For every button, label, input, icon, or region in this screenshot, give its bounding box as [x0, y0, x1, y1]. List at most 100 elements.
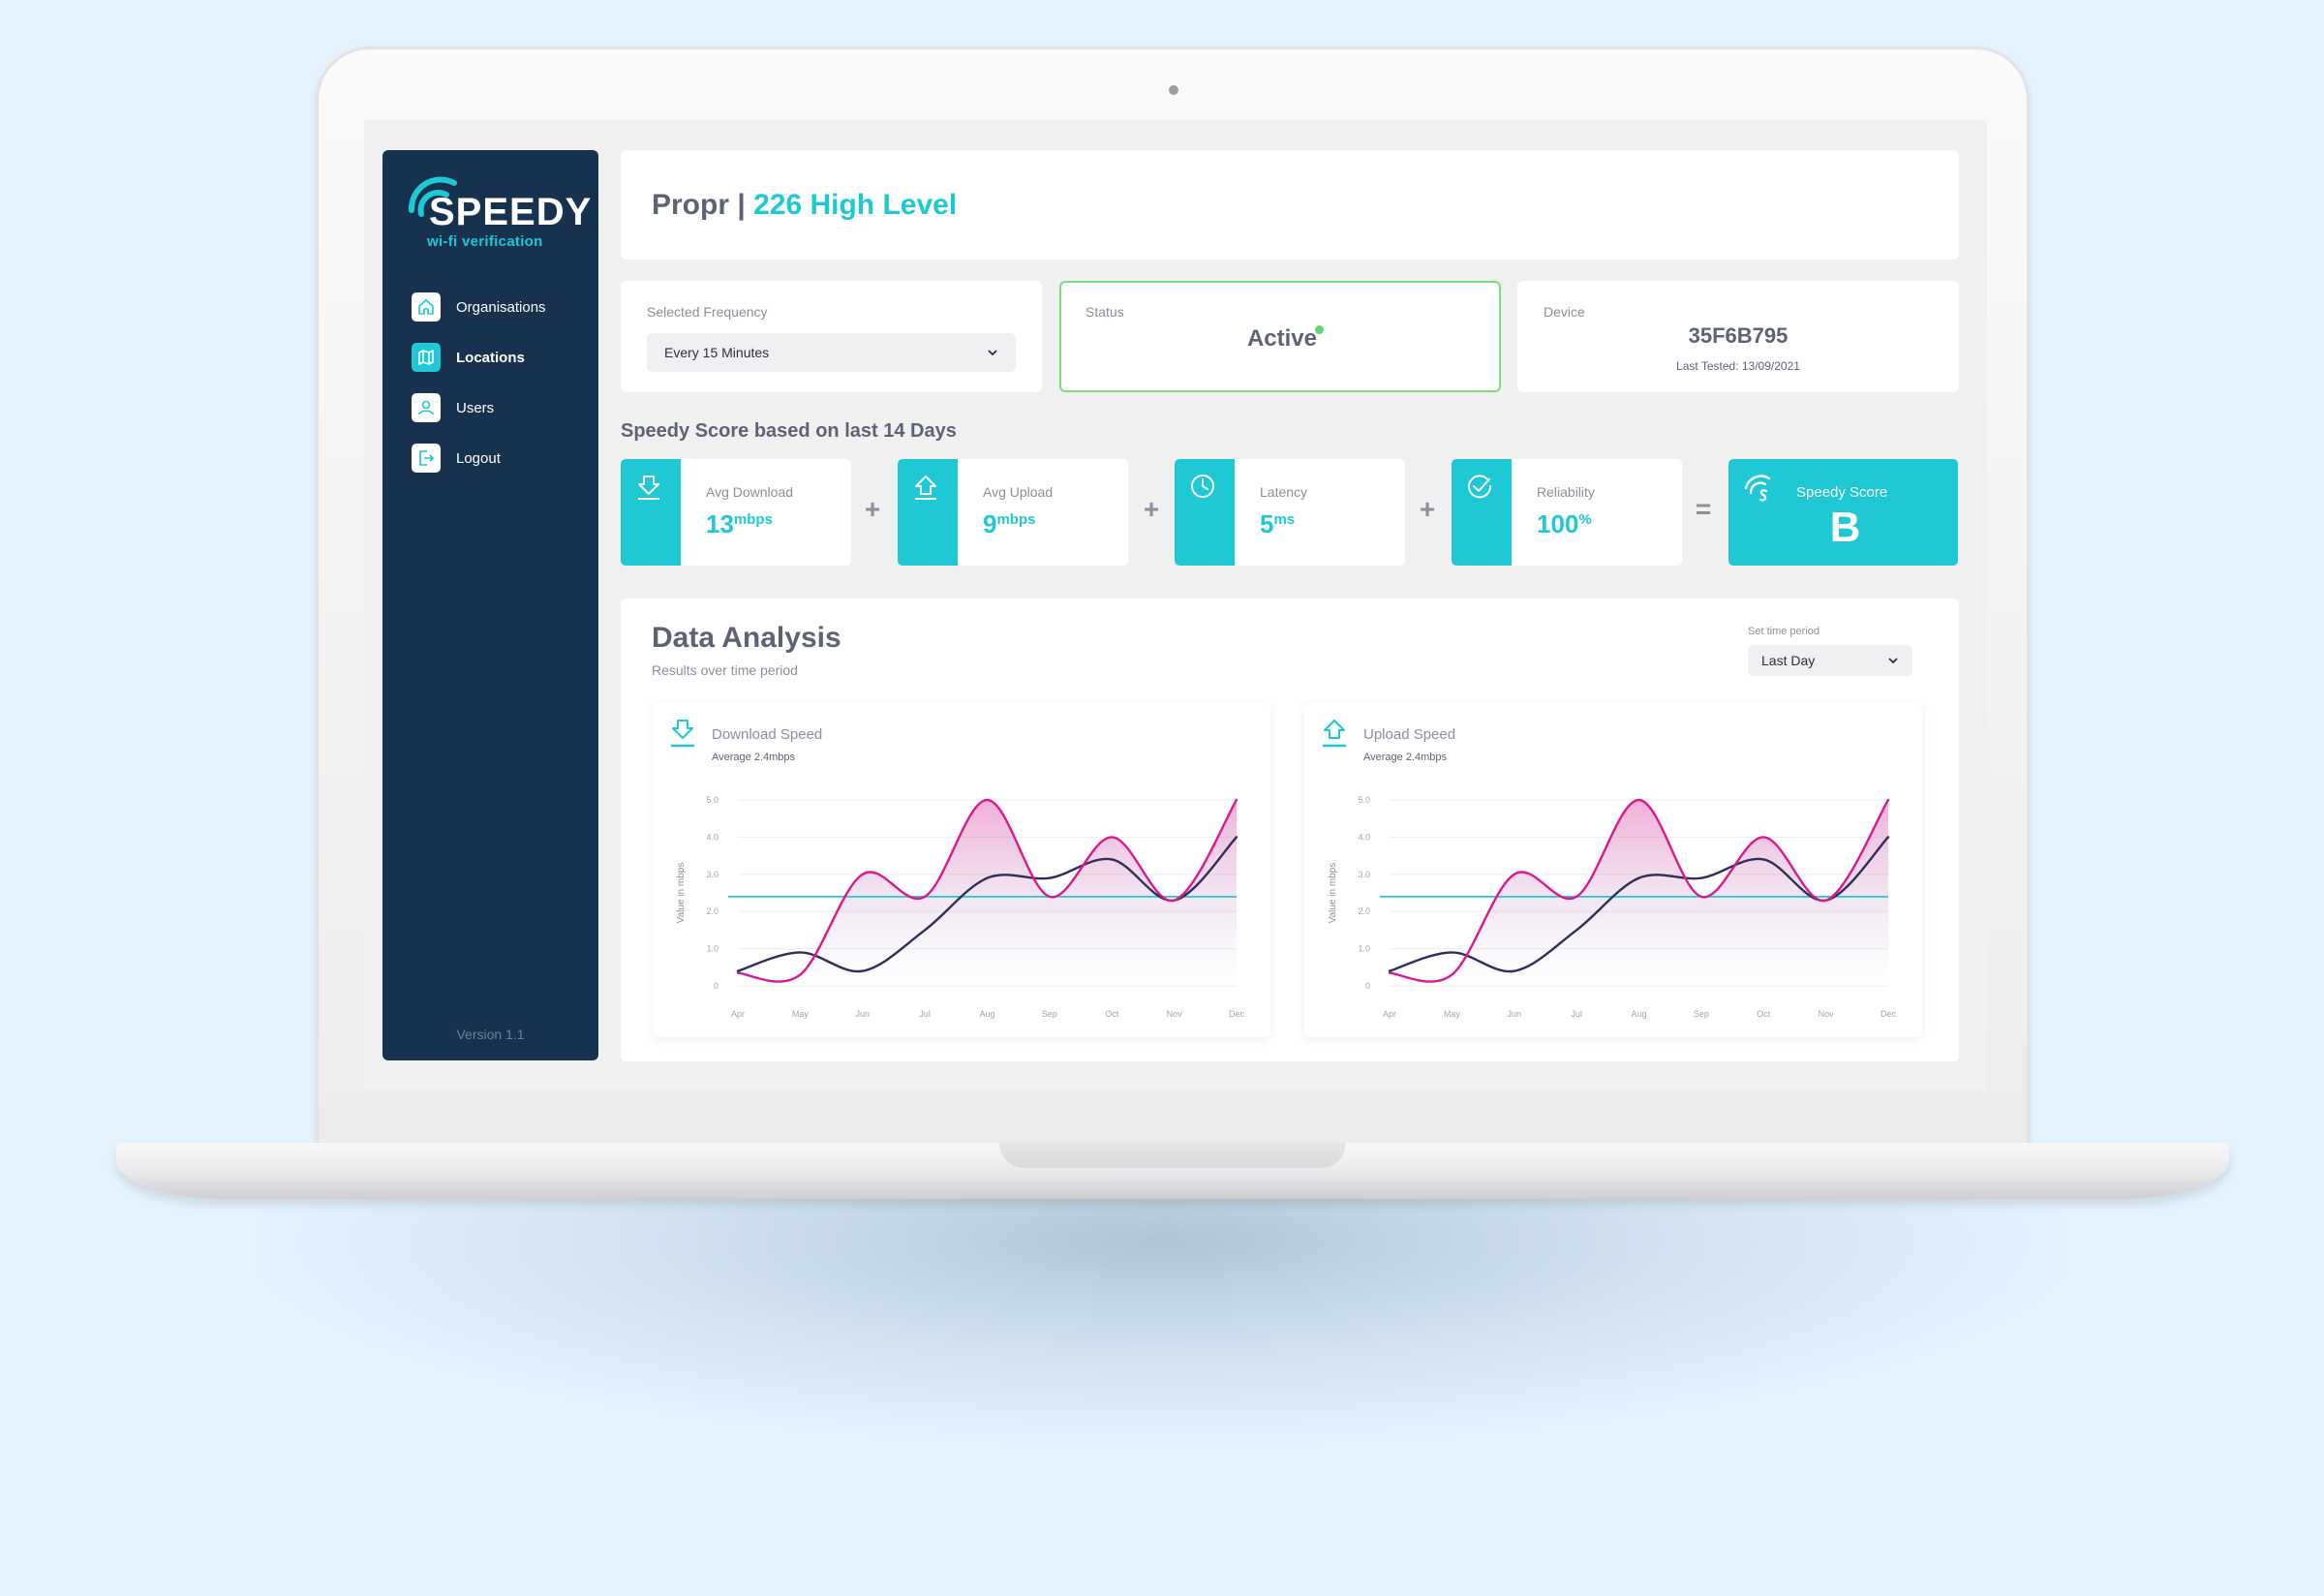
- x-tick-label: May: [1444, 1009, 1461, 1019]
- metric-reliability: Reliability 100%: [1452, 459, 1682, 566]
- y-tick-label: 1.0: [1358, 944, 1370, 954]
- laptop-shadow: [261, 1191, 2063, 1443]
- y-tick-label: 2.0: [1358, 906, 1370, 916]
- logo-tagline: wi-fi verification: [427, 233, 543, 250]
- check-circle-icon: [1468, 475, 1492, 499]
- sidebar-item-locations[interactable]: Locations: [412, 341, 596, 374]
- analysis-title: Data Analysis: [652, 622, 841, 654]
- data-analysis-card: Data Analysis Results over time period S…: [621, 598, 1959, 1061]
- speedy-score-card: Speedy Score B: [1728, 459, 1958, 566]
- metric-value: 9mbps: [983, 509, 1035, 539]
- metric-strip: [898, 459, 958, 566]
- sidebar-item-label: Logout: [456, 449, 501, 467]
- frequency-value: Every 15 Minutes: [664, 345, 770, 360]
- device-last-tested: Last Tested: 13/09/2021: [1676, 359, 1800, 373]
- metric-label: Reliability: [1537, 484, 1595, 500]
- download-chart-plot: 0 1.0 2.0 3.0 4.0 5.0 Value in mbps Apr May Jun Ju…: [676, 795, 1245, 1019]
- plus-operator: +: [864, 494, 881, 524]
- wifi-logo-icon: [408, 176, 457, 217]
- x-tick-label: Aug: [979, 1009, 994, 1019]
- sidebar-item-label: Users: [456, 399, 495, 416]
- series-line: [736, 798, 1238, 983]
- home-icon: [412, 292, 441, 322]
- metric-strip: [1452, 459, 1512, 566]
- x-tick-label: Jul: [919, 1009, 931, 1019]
- sidebar-item-label: Organisations: [456, 298, 546, 316]
- series-area: [738, 800, 1237, 986]
- status-card: Status Active: [1059, 281, 1501, 392]
- clock-icon: [1191, 475, 1214, 498]
- user-icon: [412, 393, 441, 422]
- frequency-select[interactable]: Every 15 Minutes: [647, 333, 1016, 372]
- x-tick-label: Dec: [1229, 1009, 1245, 1019]
- x-tick-label: Sep: [1042, 1009, 1057, 1019]
- plus-operator: +: [1419, 494, 1436, 524]
- equals-operator: =: [1695, 494, 1712, 524]
- metric-label: Avg Download: [706, 484, 794, 500]
- metric-avg-download: Avg Download 13mbps: [621, 459, 851, 566]
- sidebar-item-logout[interactable]: Logout: [412, 442, 596, 475]
- camera-icon: [1169, 85, 1178, 95]
- map-icon: [412, 343, 441, 372]
- device-card: Device 35F6B795 Last Tested: 13/09/2021: [1517, 281, 1959, 392]
- score-label: Speedy Score: [1796, 484, 1888, 501]
- sidebar-item-organisations[interactable]: Organisations: [412, 291, 596, 323]
- x-tick-label: Aug: [1631, 1009, 1646, 1019]
- period-value: Last Day: [1761, 653, 1816, 668]
- metric-value: 5ms: [1260, 509, 1295, 539]
- upload-icon: [1323, 720, 1346, 748]
- x-tick-label: Apr: [1383, 1009, 1396, 1019]
- logo-word: SPEEDY: [429, 191, 593, 233]
- header-card: Propr | 226 High Level: [621, 150, 1959, 260]
- sidebar-item-label: Locations: [456, 349, 525, 366]
- status-label: Status: [1086, 304, 1124, 320]
- metric-label: Latency: [1260, 484, 1308, 500]
- metric-avg-upload: Avg Upload 9mbps: [898, 459, 1128, 566]
- y-axis-label: Value in mbps: [676, 863, 687, 924]
- x-tick-label: Oct: [1105, 1009, 1119, 1019]
- y-tick-label: 4.0: [1358, 832, 1370, 842]
- logo[interactable]: SPEEDY wi-fi verification: [404, 171, 591, 250]
- x-tick-label: Dec: [1881, 1009, 1897, 1019]
- sidebar-nav: Organisations Locations Users Logout: [412, 291, 596, 492]
- metric-number: 100: [1537, 509, 1579, 538]
- sidebar: SPEEDY wi-fi verification Organisations …: [382, 150, 598, 1060]
- metric-label: Avg Upload: [983, 484, 1054, 500]
- upload-chart-plot: 0 1.0 2.0 3.0 4.0 5.0 Value in mbps Apr May Jun Ju…: [1328, 795, 1897, 1019]
- chart-average: Average 2.4mbps: [1363, 752, 1448, 763]
- upload-icon: [915, 476, 936, 500]
- metric-strip: [1175, 459, 1235, 566]
- metric-strip: [621, 459, 681, 566]
- y-tick-label: 0: [714, 981, 719, 991]
- score-value: B: [1829, 504, 1861, 551]
- x-tick-label: Jun: [1507, 1009, 1521, 1019]
- metric-unit: %: [1578, 511, 1592, 528]
- y-tick-label: 3.0: [706, 870, 719, 879]
- upload-speed-chart: Upload Speed Average 2.4mbps 0 1.0 2.0 3.0 4…: [1304, 703, 1922, 1037]
- x-tick-label: Nov: [1819, 1009, 1835, 1019]
- series-area: [1390, 800, 1888, 986]
- y-axis-label: Value in mbps: [1328, 863, 1338, 924]
- download-icon: [671, 720, 694, 748]
- period-select[interactable]: Last Day: [1748, 645, 1912, 676]
- x-tick-label: Sep: [1694, 1009, 1709, 1019]
- wifi-s-icon: [1744, 475, 1771, 502]
- x-tick-label: Oct: [1757, 1009, 1771, 1019]
- series-line: [1388, 836, 1890, 973]
- sidebar-item-users[interactable]: Users: [412, 391, 596, 424]
- series-line: [1388, 798, 1890, 983]
- org-name: Propr |: [652, 189, 746, 221]
- version-label: Version 1.1: [456, 1027, 525, 1042]
- chart-title: Download Speed: [712, 726, 823, 743]
- period-label: Set time period: [1748, 626, 1819, 637]
- chart-title: Upload Speed: [1363, 726, 1456, 743]
- device-label: Device: [1544, 304, 1585, 320]
- chevron-down-icon: [988, 350, 997, 356]
- download-icon: [638, 476, 659, 500]
- page-title: Propr | 226 High Level: [652, 189, 957, 222]
- location-name: 226 High Level: [753, 189, 958, 221]
- x-tick-label: Jun: [855, 1009, 870, 1019]
- status-indicator-dot: [1315, 325, 1324, 334]
- series-line: [736, 836, 1238, 973]
- status-value: Active: [1246, 325, 1318, 352]
